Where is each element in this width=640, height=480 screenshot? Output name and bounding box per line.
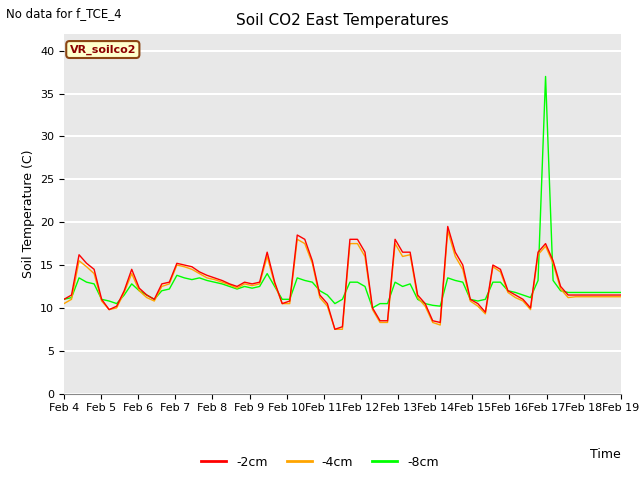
Text: Time: Time	[590, 448, 621, 461]
Legend: -2cm, -4cm, -8cm: -2cm, -4cm, -8cm	[196, 451, 444, 474]
Title: Soil CO2 East Temperatures: Soil CO2 East Temperatures	[236, 13, 449, 28]
Text: VR_soilco2: VR_soilco2	[70, 44, 136, 55]
Text: No data for f_TCE_4: No data for f_TCE_4	[6, 7, 122, 20]
Y-axis label: Soil Temperature (C): Soil Temperature (C)	[22, 149, 35, 278]
